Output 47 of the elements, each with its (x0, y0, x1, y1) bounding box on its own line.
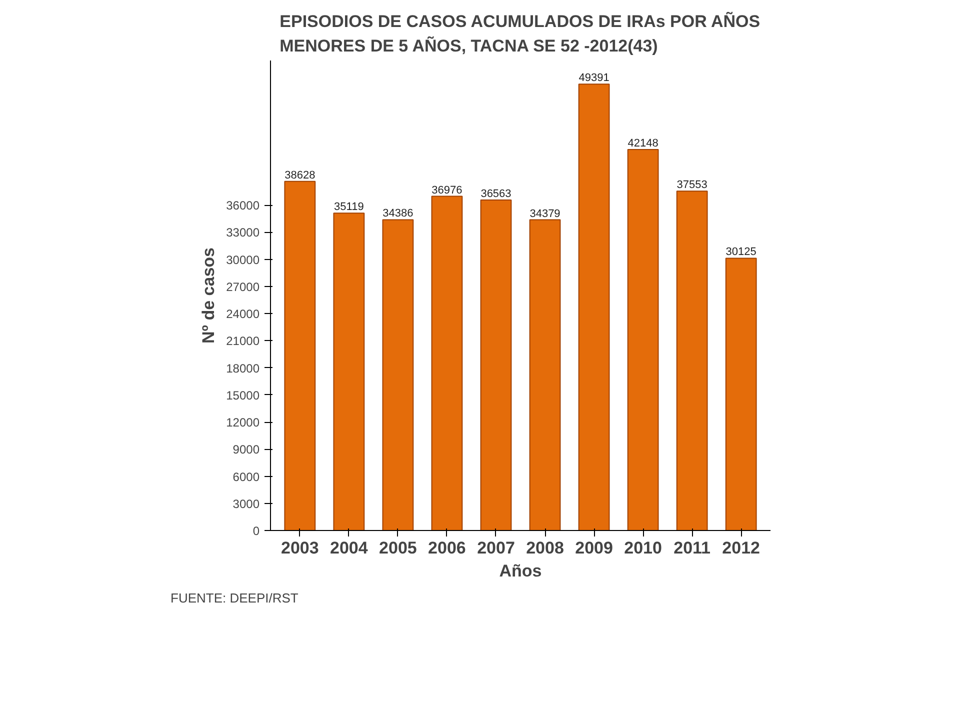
data-label: 42148 (628, 138, 658, 150)
y-tick-label: 21000 (226, 334, 260, 348)
bar (529, 219, 561, 530)
bar (431, 196, 463, 530)
x-tick-label: 2006 (428, 538, 466, 558)
y-tick-label: 15000 (226, 388, 260, 402)
bar (627, 149, 659, 530)
x-tick-label: 2003 (281, 538, 319, 558)
bar (333, 212, 365, 530)
chart-title: EPISODIOS DE CASOS ACUMULADOS DE IRAs POR AÑOS MENORES DE 5 AÑOS, TACNA SE 52 -2012(43) (280, 10, 760, 56)
data-label: 34379 (530, 208, 560, 220)
y-tick-label: 27000 (226, 280, 260, 294)
y-tick-label: 18000 (226, 361, 260, 376)
data-label: 38628 (284, 169, 316, 182)
x-tick-label: 2004 (330, 538, 368, 558)
source-note: FUENTE: DEEPI/RST (170, 590, 298, 606)
x-tick-label: 2007 (477, 538, 515, 558)
y-tick-label: 33000 (226, 226, 260, 240)
bar (480, 200, 512, 530)
x-tick-label: 2011 (674, 538, 711, 558)
data-label: 36563 (480, 188, 512, 200)
x-tick-label: 2010 (624, 538, 662, 558)
data-label: 36976 (432, 184, 462, 196)
y-tick-label: 12000 (226, 416, 260, 430)
y-tick-label: 3000 (232, 496, 260, 511)
bar (382, 219, 414, 530)
data-label: 30125 (726, 246, 756, 258)
bar (676, 190, 708, 530)
bar (284, 180, 316, 530)
y-tick-label: 36000 (226, 198, 260, 213)
data-label: 35119 (334, 201, 364, 214)
x-tick-label: 2012 (722, 538, 760, 558)
x-tick-label: 2008 (526, 538, 564, 558)
y-axis-title: Nº de casos (199, 248, 218, 344)
y-tick-label: 9000 (232, 442, 260, 457)
y-tick-label: 0 (252, 524, 260, 538)
x-tick-label: 2009 (575, 538, 613, 558)
x-axis-title: Años (499, 562, 542, 580)
data-label: 37553 (676, 179, 708, 192)
y-tick-label: 30000 (226, 252, 260, 267)
bar (725, 258, 757, 530)
y-tick-label: 24000 (226, 307, 260, 322)
data-label: 34386 (382, 208, 414, 220)
y-tick-label: 6000 (232, 470, 260, 484)
data-label: 49391 (578, 72, 610, 84)
bar (578, 84, 610, 530)
x-tick-label: 2005 (379, 538, 417, 558)
